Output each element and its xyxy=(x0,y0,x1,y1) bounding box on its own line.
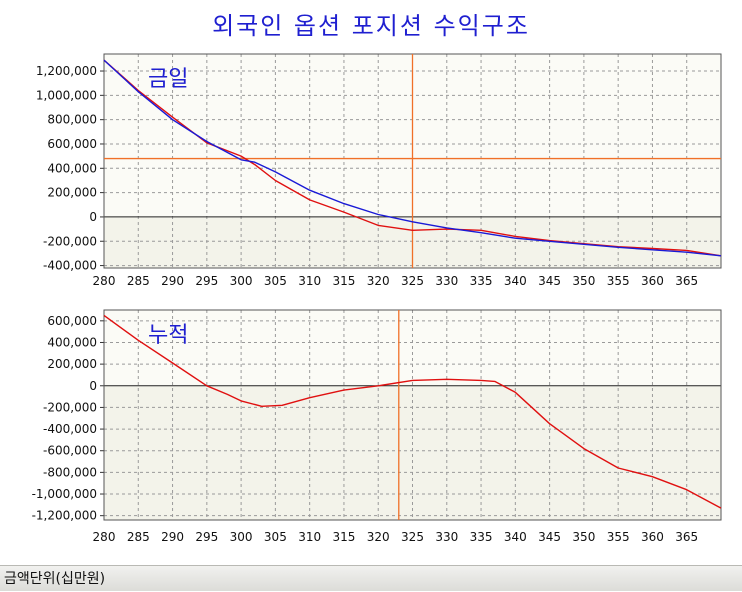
x-tick-label: 350 xyxy=(572,530,595,544)
series-line-blue xyxy=(103,59,722,257)
x-tick-label: 340 xyxy=(504,274,527,288)
x-tick-label: 360 xyxy=(641,530,664,544)
y-tick-label: 0 xyxy=(89,379,97,393)
y-tick-label: 800,000 xyxy=(47,113,97,127)
x-tick-label: 305 xyxy=(264,530,287,544)
x-tick-label: 360 xyxy=(641,274,664,288)
x-tick-label: 290 xyxy=(161,274,184,288)
y-tick-label: -1,000,000 xyxy=(32,487,97,501)
x-tick-label: 365 xyxy=(675,530,698,544)
x-tick-label: 300 xyxy=(230,530,253,544)
x-tick-label: 325 xyxy=(401,530,424,544)
x-tick-label: 355 xyxy=(607,530,630,544)
panel-label: 금일 xyxy=(148,67,188,92)
x-tick-label: 320 xyxy=(367,274,390,288)
x-tick-label: 285 xyxy=(127,530,150,544)
x-tick-label: 310 xyxy=(298,530,321,544)
charts-canvas: 280 285 290 295 300 305 310 315 320 325 330 335 340 3… xyxy=(32,53,722,544)
y-tick-label: -200,000 xyxy=(43,234,97,248)
x-tick-label: 350 xyxy=(572,274,595,288)
y-tick-label: -1,200,000 xyxy=(32,509,97,523)
x-tick-label: 320 xyxy=(367,530,390,544)
x-tick-label: 340 xyxy=(504,530,527,544)
plot-area-lower xyxy=(104,385,721,520)
series-line-red xyxy=(103,314,722,509)
y-tick-label: -200,000 xyxy=(43,400,97,414)
amount-unit-label: 금액단위(십만원) xyxy=(4,571,106,587)
y-tick-label: 400,000 xyxy=(47,335,97,349)
x-tick-label: 315 xyxy=(332,530,355,544)
y-tick-label: 200,000 xyxy=(47,186,97,200)
panel-label: 누적 xyxy=(148,323,188,348)
x-tick-label: 330 xyxy=(435,530,458,544)
chart-panel-1: 280 285 290 295 300 305 310 315 320 325 330 335 340 3… xyxy=(36,53,722,288)
chart-panel-2: 280 285 290 295 300 305 310 315 320 325 330 335 340 3… xyxy=(32,309,722,544)
x-tick-label: 345 xyxy=(538,530,561,544)
x-tick-label: 335 xyxy=(470,274,493,288)
x-tick-label: 315 xyxy=(332,274,355,288)
y-tick-label: -800,000 xyxy=(43,465,97,479)
x-tick-label: 335 xyxy=(470,530,493,544)
x-tick-label: 280 xyxy=(93,274,116,288)
y-tick-label: 400,000 xyxy=(47,161,97,175)
y-tick-label: 1,200,000 xyxy=(36,64,97,78)
x-tick-label: 285 xyxy=(127,274,150,288)
x-tick-label: 295 xyxy=(195,274,218,288)
x-tick-label: 300 xyxy=(230,274,253,288)
x-tick-label: 355 xyxy=(607,274,630,288)
y-tick-label: -400,000 xyxy=(43,422,97,436)
y-tick-label: -400,000 xyxy=(43,259,97,273)
plot-frame xyxy=(103,309,722,521)
y-tick-label: 0 xyxy=(89,210,97,224)
y-tick-label: -600,000 xyxy=(43,444,97,458)
x-tick-label: 290 xyxy=(161,530,184,544)
x-tick-label: 310 xyxy=(298,274,321,288)
x-tick-label: 345 xyxy=(538,274,561,288)
x-tick-label: 325 xyxy=(401,274,424,288)
x-tick-label: 330 xyxy=(435,274,458,288)
y-tick-label: 600,000 xyxy=(47,314,97,328)
status-bar: 금액단위(십만원) xyxy=(0,565,742,591)
y-tick-label: 1,000,000 xyxy=(36,88,97,102)
x-tick-label: 365 xyxy=(675,274,698,288)
x-tick-label: 280 xyxy=(93,530,116,544)
y-tick-label: 200,000 xyxy=(47,357,97,371)
x-tick-label: 295 xyxy=(195,530,218,544)
x-tick-label: 305 xyxy=(264,274,287,288)
y-tick-label: 600,000 xyxy=(47,137,97,151)
chart-title: 외국인 옵션 포지션 수익구조 xyxy=(212,12,530,40)
